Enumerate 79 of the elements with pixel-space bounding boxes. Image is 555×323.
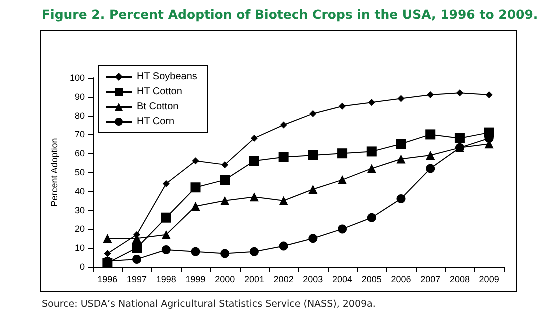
point [132, 254, 142, 264]
point [338, 148, 348, 159]
x-tick-label: 2003 [303, 274, 324, 284]
y-tick-label: 90 [74, 92, 85, 102]
x-tick-label: 1997 [127, 274, 148, 284]
point [222, 161, 229, 168]
point [396, 194, 406, 204]
point [308, 185, 318, 194]
y-tick-label: 70 [74, 130, 85, 140]
point [279, 196, 288, 206]
point [103, 234, 112, 244]
point [250, 247, 259, 256]
point [427, 92, 434, 99]
point [339, 102, 346, 110]
point [250, 134, 258, 142]
point [278, 152, 289, 162]
point [191, 202, 200, 212]
point [426, 150, 436, 160]
x-tick-label: 2005 [362, 274, 382, 284]
point [398, 95, 405, 102]
point [308, 150, 318, 160]
y-tick-label: 100 [70, 73, 85, 83]
point [190, 182, 201, 193]
point [486, 92, 493, 99]
point [456, 90, 464, 97]
chart-title: Figure 2. Percent Adoption of Biotech Crops in the USA, 1996 to 2009. [42, 7, 538, 22]
y-axis-title: Percent Adoption [50, 138, 60, 207]
point [191, 247, 200, 256]
y-tick-label: 20 [74, 224, 85, 234]
point [192, 158, 200, 165]
y-tick-label: 0 [80, 262, 85, 272]
x-tick-label: 1996 [98, 274, 118, 284]
x-tick-label: 2007 [420, 274, 441, 284]
point [338, 176, 348, 185]
point [368, 99, 376, 106]
legend-label: HT Soybeans [137, 72, 198, 82]
point [367, 213, 376, 222]
x-tick-label: 2002 [274, 274, 294, 284]
point [338, 224, 348, 234]
point [426, 164, 436, 174]
y-tick-label: 80 [74, 110, 85, 121]
source-note: Source: USDA’s National Agricultural Statistics Service (NASS), 2009a. [42, 299, 376, 310]
x-tick-label: 2008 [450, 274, 470, 284]
point [396, 154, 406, 164]
y-tick-label: 30 [74, 205, 85, 216]
point [367, 164, 376, 174]
x-tick-label: 2006 [391, 274, 412, 284]
point [132, 243, 142, 254]
point [280, 122, 288, 129]
point [162, 230, 171, 240]
point [104, 250, 112, 258]
point [161, 212, 172, 223]
y-tick-label: 40 [74, 186, 85, 196]
x-tick-label: 2001 [244, 274, 264, 284]
point [162, 180, 170, 188]
point [279, 242, 288, 251]
x-tick-label: 2009 [479, 274, 500, 284]
point [308, 234, 318, 244]
y-tick-label: 60 [74, 148, 85, 159]
legend-label: HT Corn [137, 116, 175, 128]
x-tick-label: 1999 [186, 274, 206, 284]
point [366, 146, 377, 157]
x-tick-label: 1998 [156, 274, 176, 284]
point [249, 156, 260, 166]
x-tick-label: 2000 [215, 274, 236, 284]
point [426, 130, 436, 140]
legend-label: HT Cotton [137, 86, 182, 98]
point [310, 110, 317, 118]
point [220, 196, 230, 206]
legend-label: Bt Cotton [137, 102, 179, 112]
point [220, 175, 230, 186]
point [220, 249, 230, 258]
point [454, 133, 465, 144]
point [250, 192, 259, 202]
point [162, 245, 171, 254]
y-tick-label: 50 [74, 168, 85, 178]
point [396, 139, 406, 150]
x-tick-label: 2004 [332, 274, 353, 284]
y-tick-label: 10 [74, 243, 85, 254]
